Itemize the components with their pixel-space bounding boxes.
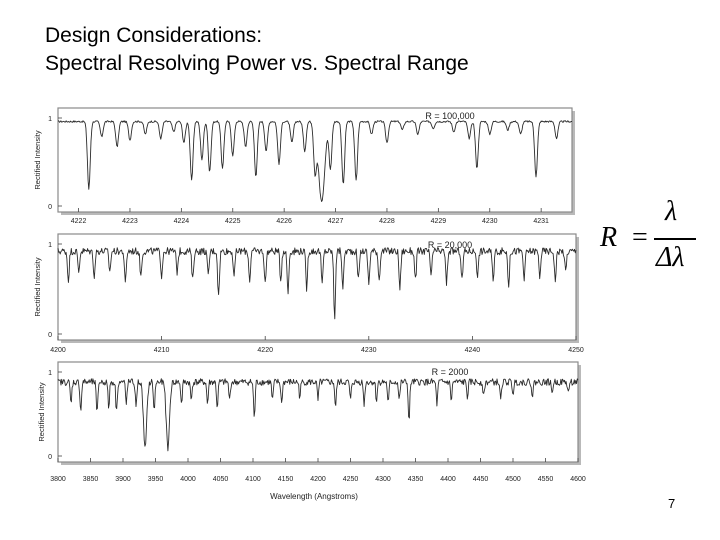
page-number: 7: [668, 496, 676, 511]
y-tick-label: 0: [48, 454, 52, 461]
resolving-power-label: R = 2000: [432, 367, 469, 377]
x-tick-label: 4231: [533, 218, 549, 225]
resolving-power-label: R = 100,000: [425, 111, 474, 121]
panel-frame: [57, 361, 579, 463]
x-tick-label: 4100: [245, 476, 261, 483]
x-tick-label: 4229: [431, 218, 447, 225]
x-tick-label: 4225: [225, 218, 241, 225]
x-tick-label: 3950: [148, 476, 164, 483]
x-tick-label: 4200: [310, 476, 326, 483]
x-tick-label: 4222: [71, 218, 87, 225]
spectrum-panel-2: 0 1 4200 4210 4220 4230 4240 4250 R = 20,000 Rect…: [33, 233, 584, 354]
spectrum-line: [57, 247, 577, 320]
x-tick-label: 4227: [328, 218, 344, 225]
x-tick-label: 4230: [482, 218, 498, 225]
x-tick-label: 4228: [379, 218, 395, 225]
x-tick-label: 4200: [50, 347, 66, 354]
y-axis-label: Rectified Intensity: [33, 257, 42, 316]
y-tick-label: 0: [48, 332, 52, 339]
y-tick-label: 0: [48, 204, 52, 211]
x-tick-label: 4240: [465, 347, 481, 354]
spectrum-line: [57, 378, 579, 452]
y-axis-label: Rectified Intensity: [37, 382, 46, 441]
x-axis-label: Wavelength (Angstroms): [270, 492, 358, 501]
x-tick-label: 4224: [174, 218, 190, 225]
y-axis-label: Rectified Intensity: [33, 130, 42, 189]
x-tick-label: 4350: [408, 476, 424, 483]
panel-frame: [57, 107, 573, 213]
x-tick-label: 4230: [361, 347, 377, 354]
slide-title-line2: Spectral Resolving Power vs. Spectral Ra…: [45, 52, 469, 75]
x-tick-label: 4600: [570, 476, 586, 483]
x-tick-label: 3900: [115, 476, 131, 483]
x-tick-label: 4250: [343, 476, 359, 483]
x-tick-label: 4300: [375, 476, 391, 483]
x-tick-label: 4000: [180, 476, 196, 483]
formula-fraction-bar: [654, 238, 696, 240]
formula-denominator: Δλ: [656, 242, 685, 273]
x-tick-label: 4550: [538, 476, 554, 483]
formula-equals: =: [632, 222, 648, 253]
formula-lhs: R: [600, 222, 618, 253]
spectrum-panel-1: 0 1 4222 4223 4224 4225 4226 4227 4228 4229 4230 42…: [33, 107, 575, 225]
x-tick-label: 3850: [83, 476, 99, 483]
slide-title-line1: Design Considerations:: [45, 24, 263, 47]
x-tick-label: 4250: [568, 347, 584, 354]
spectrum-line: [58, 120, 573, 202]
x-tick-label: 4210: [154, 347, 170, 354]
x-tick-label: 4150: [278, 476, 294, 483]
y-tick-label: 1: [48, 370, 52, 377]
x-tick-label: 4223: [122, 218, 138, 225]
spectrum-panel-3: 0 1 3800 3850 3900 3950 4000 4050 4100 4150 4200 42…: [37, 361, 586, 501]
y-tick-label: 1: [48, 242, 52, 249]
resolving-power-formula: R = λ Δλ: [598, 196, 698, 276]
y-tick-label: 1: [48, 116, 52, 123]
x-tick-label: 4220: [257, 347, 273, 354]
x-tick-label: 3800: [50, 476, 66, 483]
x-tick-label: 4400: [440, 476, 456, 483]
x-tick-label: 4050: [213, 476, 229, 483]
slide-title: Design Considerations: Spectral Resolvin…: [45, 22, 469, 78]
formula-numerator: λ: [665, 196, 678, 227]
x-tick-label: 4226: [276, 218, 292, 225]
x-tick-label: 4450: [473, 476, 489, 483]
resolving-power-label: R = 20,000: [428, 240, 472, 250]
x-tick-label: 4500: [505, 476, 521, 483]
